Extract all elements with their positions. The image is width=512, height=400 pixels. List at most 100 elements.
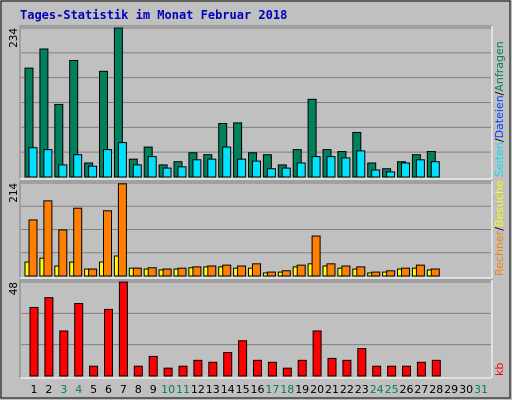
bar (208, 361, 218, 377)
y-tick-label: 48 (7, 282, 20, 295)
bar (73, 154, 83, 178)
bar (326, 156, 336, 178)
x-tick-label: 5 (90, 383, 97, 396)
x-tick-label: 10 (161, 383, 175, 396)
x-tick-label: 1 (31, 383, 38, 396)
bar (327, 357, 337, 377)
legend-entry: / (493, 227, 506, 231)
bar (253, 359, 262, 377)
x-tick-label: 3 (60, 383, 67, 396)
x-tick-label: 14 (221, 383, 235, 396)
bar (222, 264, 232, 277)
bar (103, 149, 112, 178)
x-tick-label: 6 (105, 383, 112, 396)
bar (28, 147, 38, 178)
bar (357, 348, 367, 377)
x-tick-label: 27 (414, 383, 428, 396)
bar (28, 219, 38, 277)
x-tick-label: 30 (459, 383, 473, 396)
x-tick-label: 8 (135, 383, 142, 396)
bar (237, 265, 247, 277)
bar (74, 303, 84, 377)
x-tick-label: 13 (206, 383, 220, 396)
legend-entry: Anfragen (493, 41, 506, 91)
bar (281, 167, 291, 178)
x-tick-label: 12 (191, 383, 205, 396)
legend-entry: Rechner (493, 230, 506, 276)
bar (163, 367, 173, 377)
legend: Rechner/Besuche (493, 180, 506, 276)
bar (103, 210, 112, 277)
bar (326, 263, 336, 277)
bar (207, 265, 217, 277)
x-tick-label: 2 (45, 383, 52, 396)
bar (192, 159, 202, 178)
legend-entry: Seiten (493, 142, 506, 177)
bar (282, 367, 292, 377)
bar (88, 268, 98, 277)
bar (386, 270, 396, 277)
y-tick-label: 234 (7, 28, 20, 48)
x-tick-label: 18 (280, 383, 294, 396)
legend-entry: / (493, 138, 506, 142)
bar (371, 271, 381, 277)
x-tick-label: 7 (120, 383, 127, 396)
bar (147, 267, 157, 277)
x-tick-label: 11 (176, 383, 190, 396)
bar (148, 355, 158, 377)
bar (371, 169, 381, 178)
bar (132, 164, 142, 178)
bar (192, 266, 202, 277)
bar (266, 168, 276, 178)
bar (266, 271, 276, 277)
y-tick-label: 214 (7, 183, 20, 203)
bar (58, 229, 68, 277)
bar (222, 146, 232, 178)
x-tick-label: 19 (295, 383, 309, 396)
bar (312, 330, 322, 377)
bar (415, 159, 425, 178)
bar (267, 361, 277, 377)
x-tick-label: 26 (400, 383, 414, 396)
chart-title: Tages-Statistik im Monat Februar 2018 (20, 8, 287, 22)
legend-entry: kb (493, 363, 506, 376)
bar (104, 308, 113, 377)
bar (178, 365, 188, 377)
bar (296, 264, 306, 277)
bar (43, 200, 53, 277)
bar (88, 165, 98, 178)
bar (401, 267, 410, 277)
bar (59, 330, 69, 377)
bar (356, 150, 366, 178)
bar (238, 340, 248, 377)
x-tick-label: 20 (310, 383, 324, 396)
bar (386, 171, 396, 178)
bar (43, 149, 53, 178)
bar (162, 268, 172, 277)
bar (297, 359, 307, 377)
bar (416, 361, 426, 377)
bar (252, 160, 261, 178)
legend-entry: Besuche (493, 180, 506, 227)
bar (296, 162, 306, 178)
bar (415, 264, 425, 277)
bar (177, 166, 187, 178)
x-tick-label: 9 (150, 383, 157, 396)
bar (341, 157, 351, 178)
bar (29, 306, 39, 377)
legend: Seiten/Dateien/Anfragen (493, 41, 506, 177)
x-tick-label: 23 (355, 383, 369, 396)
bar (58, 164, 68, 178)
bar (177, 267, 187, 277)
bar (162, 167, 172, 178)
bar (252, 263, 261, 277)
bar (223, 352, 233, 377)
bar (281, 270, 291, 277)
x-tick-label: 15 (236, 383, 250, 396)
bar (387, 365, 397, 377)
bar (193, 359, 203, 377)
bar (89, 365, 99, 377)
bar (117, 183, 127, 277)
